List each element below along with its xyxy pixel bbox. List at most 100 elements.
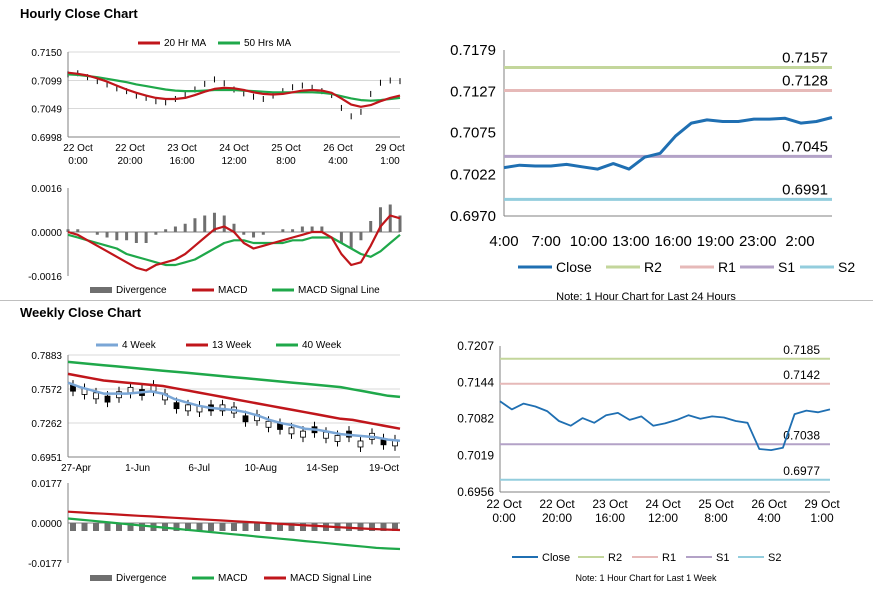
weekly-divergence-bar: [127, 523, 134, 531]
weekly-divergence-bar: [300, 523, 306, 531]
weekly-macd-ytick-label: 0.0177: [31, 479, 62, 490]
weekly-xtick-label: 1-Jun: [125, 463, 150, 474]
weekly-macd-line: [67, 517, 401, 551]
weekly-divergence-bar: [369, 523, 375, 531]
weekly1w-ytick-label: 0.7019: [457, 448, 494, 462]
weekly1w-ytick-label: 0.7082: [457, 412, 494, 426]
hourly24-ytick-label: 0.7179: [450, 42, 496, 59]
weekly1w-close-line: [499, 400, 831, 452]
legend-hourly-divergence-label: Divergence: [116, 285, 167, 296]
legend-hourly-macd-label: MACD: [218, 285, 247, 296]
hourly24-r1-label: 0.7128: [782, 73, 828, 90]
weekly-divergence-bar: [254, 523, 260, 531]
legend-20hr-ma-label: 20 Hr MA: [164, 38, 207, 49]
weekly1w-xtick-date: 22 Oct: [486, 497, 522, 511]
weekly1w-xtick-time: 20:00: [542, 511, 572, 525]
legend-40week-label: 40 Week: [302, 340, 342, 351]
legend-4week-label: 4 Week: [122, 340, 157, 351]
hourly-section-title: Hourly Close Chart: [20, 6, 138, 21]
weekly-macd-ytick-label: 0.0000: [31, 519, 62, 530]
weekly-divergence-bar: [93, 523, 99, 531]
legend-weekly1w-s1-label: S1: [716, 552, 729, 564]
weekly-candle-body: [357, 440, 364, 448]
weekly1w-ytick-label: 0.6956: [457, 485, 494, 499]
hourly-ytick-label: 0.7099: [31, 77, 62, 88]
weekly1w-xtick-date: 22 Oct: [539, 497, 575, 511]
hourly-xtick-date: 29 Oct: [375, 143, 405, 154]
hourly-ytick-label: 0.6998: [31, 133, 62, 144]
hourly-xtick-time: 0:00: [68, 156, 88, 167]
legend-weekly-divergence-swatch: [90, 575, 112, 581]
weekly1w-ytick-label: 0.7207: [457, 339, 494, 353]
weekly-divergence-bar: [392, 523, 398, 531]
hourly-ytick-label: 0.7150: [31, 48, 62, 59]
weekly1w-note: Note: 1 Hour Chart for Last 1 Week: [576, 573, 717, 583]
legend-hourly24-close-label: Close: [556, 259, 592, 275]
weekly1w-xtick-date: 25 Oct: [698, 497, 734, 511]
hourly-xtick-date: 25 Oct: [271, 143, 301, 154]
section-divider: [0, 300, 873, 301]
weekly1w-s1-label: 0.7038: [783, 428, 820, 442]
weekly-macd-signal-line: [67, 510, 401, 532]
legend-weekly1w-s2-label: S2: [768, 552, 781, 564]
weekly-divergence-bar: [208, 523, 214, 531]
weekly1w-xtick-date: 26 Oct: [751, 497, 787, 511]
weekly-ytick-label: 0.6951: [31, 453, 62, 464]
legend-13week-label: 13 Week: [212, 340, 252, 351]
weekly-candle-body: [185, 404, 191, 412]
weekly1w-s2-label: 0.6977: [783, 464, 820, 478]
legend-hourly-signal-label: MACD Signal Line: [298, 285, 380, 296]
weekly1w-r2-label: 0.7185: [783, 343, 820, 357]
weekly-4week-line: [67, 381, 401, 442]
hourly24-note: Note: 1 Hour Chart for Last 24 Hours: [556, 291, 736, 303]
weekly-divergence-bar: [357, 523, 364, 531]
weekly-candle-body: [288, 427, 295, 435]
legend-weekly-macd-label: MACD: [218, 573, 247, 584]
hourly-macd-signal-line: [67, 233, 401, 267]
hourly24-ytick-label: 0.7127: [450, 83, 496, 100]
hourly-xtick-date: 26 Oct: [323, 143, 353, 154]
weekly-divergence-bar: [231, 523, 237, 531]
weekly1w-xtick-date: 24 Oct: [645, 497, 681, 511]
weekly1w-xtick-time: 1:00: [810, 511, 834, 525]
weekly-section-title: Weekly Close Chart: [20, 305, 142, 320]
weekly-divergence-bar: [265, 523, 272, 531]
weekly-candle-body: [93, 392, 99, 400]
weekly-candle-body: [300, 430, 306, 438]
hourly24-xtick-label: 23:00: [739, 233, 777, 250]
weekly-40week-line: [67, 360, 401, 399]
hourly24-ytick-label: 0.6970: [450, 208, 496, 225]
hourly24-xtick-label: 4:00: [489, 233, 518, 250]
weekly-xtick-label: 19-Oct: [369, 463, 399, 474]
weekly-divergence-bar: [70, 523, 76, 531]
hourly-xtick-time: 1:00: [380, 156, 400, 167]
weekly-candle-body: [173, 402, 180, 410]
hourly-xtick-time: 8:00: [276, 156, 296, 167]
hourly24-xtick-label: 19:00: [697, 233, 735, 250]
hourly24-s2-label: 0.6991: [782, 181, 828, 198]
weekly-divergence-bar: [219, 523, 226, 531]
weekly-candle-body: [242, 415, 249, 423]
hourly-macd-ytick-label: 0.0000: [31, 228, 62, 239]
hourly-xtick-date: 24 Oct: [219, 143, 249, 154]
weekly-divergence-bar: [277, 523, 283, 531]
weekly-divergence-bar: [116, 523, 122, 531]
weekly1w-xtick-time: 0:00: [492, 511, 516, 525]
weekly-candle-body: [104, 395, 111, 403]
legend-hourly24-r1-label: R1: [718, 259, 736, 275]
legend-hourly-divergence-swatch: [90, 287, 112, 293]
hourly-ma20-line: [67, 71, 401, 108]
weekly-xtick-label: 27-Apr: [61, 463, 92, 474]
hourly-ma50-line: [67, 73, 401, 102]
hourly24-xtick-label: 16:00: [654, 233, 692, 250]
weekly-candle-body: [265, 420, 272, 428]
weekly-ytick-label: 0.7883: [31, 351, 62, 362]
weekly1w-xtick-date: 29 Oct: [804, 497, 840, 511]
weekly-divergence-bar: [288, 523, 295, 531]
hourly24-close-line: [503, 116, 833, 171]
weekly-divergence-bar: [242, 523, 249, 531]
legend-50hrs-ma-label: 50 Hrs MA: [244, 38, 292, 49]
hourly-xtick-date: 22 Oct: [63, 143, 93, 154]
legend-weekly-divergence-label: Divergence: [116, 573, 167, 584]
